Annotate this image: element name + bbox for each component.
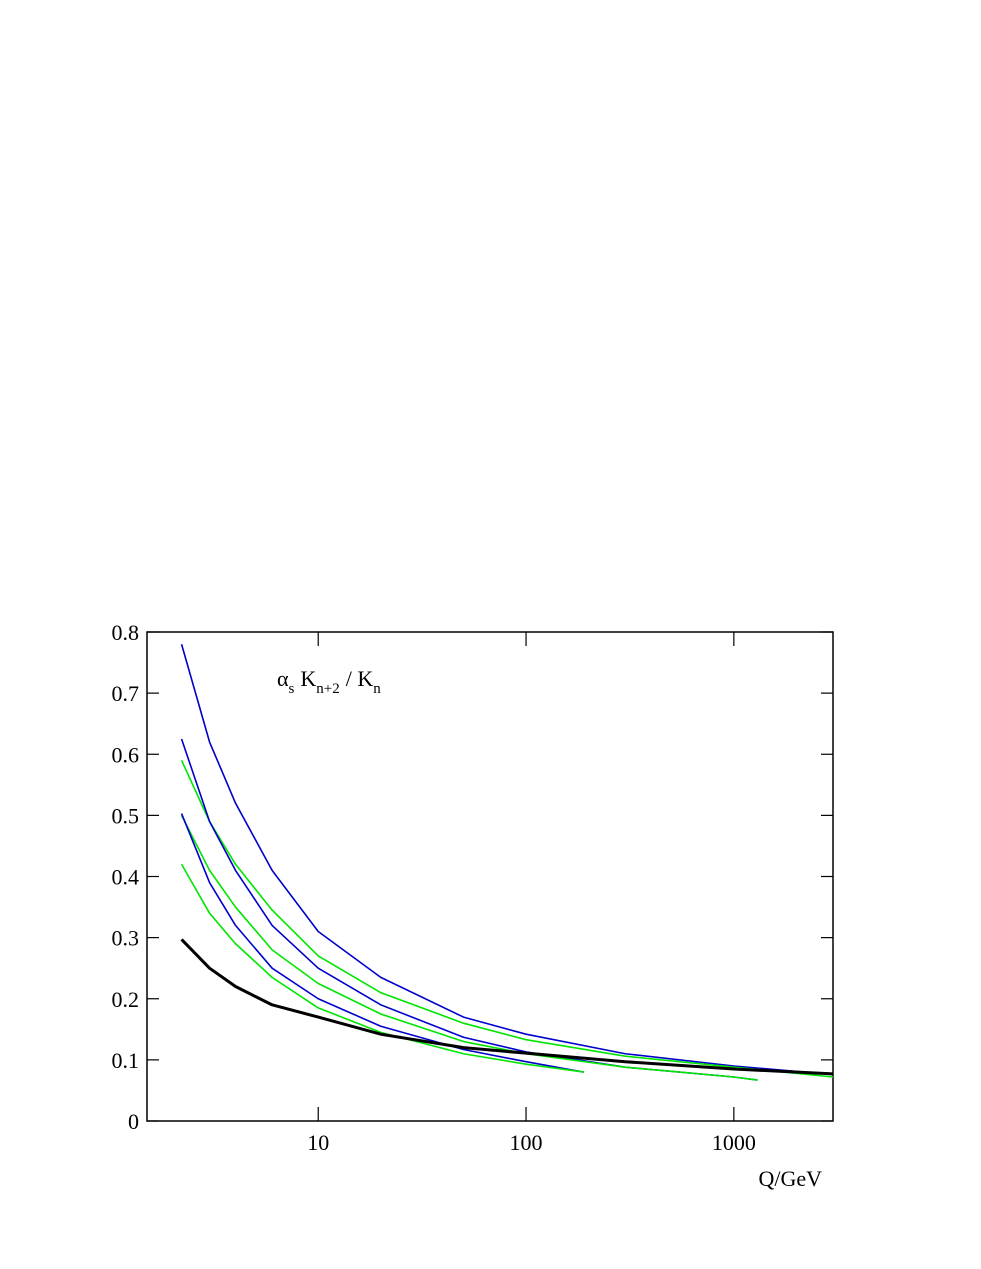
- series-line: [180, 644, 834, 1076]
- annotation-text: / K: [346, 666, 374, 691]
- annotation-text: α: [277, 666, 289, 691]
- annotation-text: K: [300, 666, 316, 691]
- series-line: [180, 760, 834, 1078]
- series-line: [180, 938, 834, 1076]
- x-axis-label: Q/GeV: [758, 1166, 822, 1191]
- x-tick-label: 1000: [712, 1130, 756, 1155]
- y-tick-label: 0.3: [112, 926, 140, 951]
- y-tick-label: 0.4: [112, 865, 140, 890]
- annotation-subscript: n: [373, 681, 381, 697]
- y-tick-label: 0.2: [112, 987, 140, 1012]
- x-tick-label: 100: [510, 1130, 543, 1155]
- series-line: [180, 815, 758, 1081]
- y-tick-label: 0.6: [112, 742, 140, 767]
- series-line: [180, 738, 758, 1081]
- series-line: [180, 813, 585, 1073]
- x-tick-label: 10: [307, 1130, 329, 1155]
- y-tick-label: 0.7: [112, 681, 140, 706]
- annotation-subscript: s: [289, 681, 295, 697]
- y-tick-label: 0.1: [112, 1048, 140, 1073]
- plot-frame: [146, 631, 834, 1122]
- annotation: αs Kn+2 / Kn: [277, 666, 381, 697]
- y-tick-label: 0.5: [112, 803, 140, 828]
- y-tick-label: 0: [128, 1109, 139, 1134]
- series-line: [180, 863, 585, 1073]
- y-tick-label: 0.8: [112, 620, 140, 645]
- annotation-subscript: n+2: [316, 681, 339, 697]
